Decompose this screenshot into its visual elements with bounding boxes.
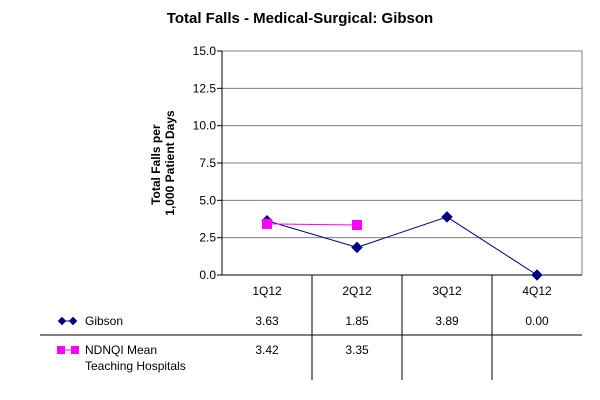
y-axis-label-line-2: 1,000 Patient Days (163, 110, 177, 216)
series-line (266, 223, 358, 226)
data-label: 3.35 (345, 343, 369, 357)
series-0 (261, 211, 543, 281)
series-1 (262, 218, 362, 230)
grid (222, 50, 582, 239)
legend-label-ndnqi-line-1: NDNQI Mean (85, 343, 157, 357)
data-table: 1Q12 2Q12 3Q12 4Q12 Gibson 3.63 1.85 3.89 0.00 ND… (40, 275, 582, 380)
data-label: 3.63 (255, 314, 279, 328)
chart-title: Total Falls - Medical-Surgical: Gibson (167, 10, 433, 27)
y-tick-label: 15.0 (193, 44, 217, 58)
y-tick-label: 7.5 (199, 156, 216, 170)
x-tick-label: 1Q12 (252, 284, 282, 298)
x-tick-label: 2Q12 (342, 284, 372, 298)
legend-label-gibson: Gibson (85, 314, 123, 328)
y-axis-ticks: 0.0 2.5 5.0 7.5 10.0 12.5 15.0 (193, 44, 222, 282)
data-point (441, 211, 453, 223)
y-tick-label: 2.5 (199, 231, 216, 245)
legend-marker-gibson (68, 316, 78, 326)
data-label: 0.00 (525, 314, 549, 328)
data-point (262, 218, 272, 229)
data-point (531, 269, 543, 281)
series-line (266, 216, 538, 276)
y-tick-label: 10.0 (193, 119, 217, 133)
y-axis-label: Total Falls per 1,000 Patient Days (149, 110, 177, 216)
y-tick-label: 12.5 (193, 81, 217, 95)
legend-label-ndnqi-line-2: Teaching Hospitals (85, 359, 186, 373)
legend-marker-ndnqi (71, 346, 79, 354)
data-label: 1.85 (345, 314, 369, 328)
x-tick-label: 3Q12 (432, 284, 462, 298)
y-tick-label: 5.0 (199, 193, 216, 207)
data-point (352, 219, 362, 230)
data-label: 3.89 (435, 314, 459, 328)
data-label: 3.42 (255, 343, 279, 357)
legend-marker-ndnqi (57, 346, 65, 354)
data-point (351, 241, 363, 254)
x-tick-label: 4Q12 (522, 284, 552, 298)
y-axis-label-line-1: Total Falls per (149, 124, 163, 205)
y-tick-label: 0.0 (199, 268, 216, 282)
series-layer (261, 211, 543, 281)
legend-marker-gibson (57, 316, 67, 326)
